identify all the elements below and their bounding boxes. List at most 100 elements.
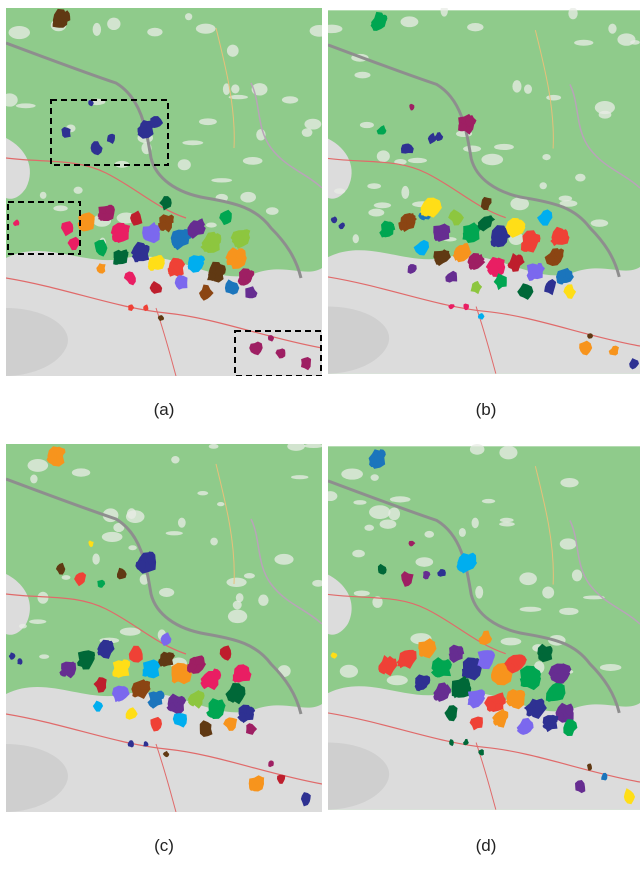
- cluster: [490, 235, 500, 248]
- open-land-area: [328, 574, 352, 635]
- clearing: [386, 675, 408, 686]
- cluster: [249, 782, 257, 791]
- clearing: [92, 553, 100, 565]
- cluster: [579, 340, 593, 356]
- clearing: [8, 25, 31, 40]
- cluster: [437, 569, 446, 577]
- cluster: [174, 275, 188, 290]
- cluster: [623, 788, 636, 805]
- clearing: [481, 498, 496, 504]
- clearing: [542, 153, 551, 161]
- cluster: [88, 540, 94, 547]
- clearing: [372, 596, 383, 608]
- cluster: [462, 231, 473, 240]
- cluster: [575, 779, 586, 794]
- cluster: [237, 712, 246, 723]
- cluster: [427, 132, 438, 145]
- cluster: [500, 662, 514, 676]
- cluster: [524, 719, 534, 730]
- cluster: [465, 115, 477, 127]
- cluster: [558, 229, 569, 239]
- cluster: [237, 276, 246, 286]
- cluster: [123, 271, 136, 286]
- clearing: [400, 16, 419, 28]
- cluster: [157, 315, 165, 322]
- cluster: [507, 261, 516, 270]
- cluster: [155, 255, 165, 265]
- cluster: [430, 198, 441, 211]
- cluster: [386, 655, 397, 668]
- cluster: [377, 449, 386, 461]
- cluster: [159, 196, 172, 211]
- cluster: [226, 256, 237, 266]
- cluster: [542, 721, 550, 731]
- cluster: [478, 630, 493, 645]
- clearing: [559, 200, 578, 207]
- clearing: [500, 637, 522, 646]
- cluster: [219, 645, 232, 661]
- clearing: [228, 94, 248, 100]
- open-land-area: [328, 138, 352, 199]
- cluster: [246, 270, 255, 280]
- cluster: [131, 252, 141, 263]
- road: [215, 463, 235, 585]
- cluster: [456, 561, 466, 573]
- cluster: [142, 231, 151, 241]
- clearing: [101, 531, 123, 542]
- map-a: [6, 8, 322, 376]
- cluster: [538, 652, 545, 662]
- cluster: [515, 654, 527, 667]
- cluster: [526, 270, 536, 281]
- cluster: [240, 229, 251, 241]
- cluster: [470, 280, 483, 295]
- cluster: [97, 579, 106, 588]
- cluster: [172, 713, 187, 728]
- cluster: [414, 682, 422, 692]
- cluster: [150, 716, 162, 732]
- clearing: [617, 33, 636, 46]
- cluster: [188, 698, 197, 707]
- road: [155, 743, 177, 812]
- clearing: [39, 654, 50, 659]
- cluster: [147, 699, 156, 708]
- cluster: [140, 244, 150, 256]
- cluster: [235, 685, 246, 697]
- cluster: [199, 720, 213, 737]
- clearing: [128, 545, 137, 551]
- cluster: [162, 750, 170, 758]
- cluster: [516, 727, 526, 735]
- clearing: [471, 517, 479, 529]
- clearing: [328, 24, 343, 34]
- clearing: [574, 39, 594, 46]
- cluster: [495, 692, 506, 706]
- cluster: [175, 695, 187, 707]
- cluster: [493, 717, 501, 726]
- cluster: [90, 141, 103, 156]
- cluster: [85, 213, 95, 225]
- cluster: [61, 221, 74, 237]
- cluster: [535, 698, 545, 709]
- road: [6, 713, 322, 785]
- cluster: [430, 666, 442, 678]
- cluster: [448, 209, 464, 226]
- clearing: [242, 157, 263, 165]
- cluster: [554, 248, 564, 259]
- cluster: [537, 209, 553, 226]
- cluster: [500, 710, 509, 720]
- clearing: [217, 501, 225, 507]
- clearing: [389, 496, 411, 503]
- cluster: [56, 446, 66, 459]
- clearing: [376, 150, 390, 163]
- clearing: [559, 607, 579, 616]
- clearing: [258, 594, 269, 606]
- cluster: [477, 221, 486, 231]
- cluster: [376, 125, 387, 135]
- cluster: [113, 692, 121, 703]
- cluster: [441, 249, 450, 260]
- cluster: [400, 143, 414, 154]
- clearing: [113, 522, 125, 533]
- cluster: [449, 739, 454, 747]
- cluster: [122, 224, 131, 234]
- clearing: [147, 27, 163, 37]
- clearing: [182, 140, 204, 146]
